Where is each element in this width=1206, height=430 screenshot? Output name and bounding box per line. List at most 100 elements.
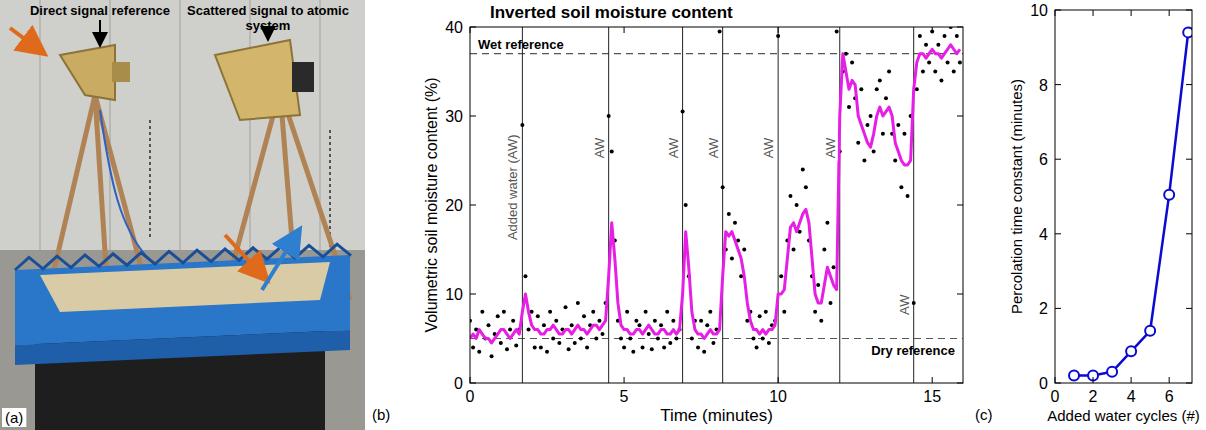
x-tick xyxy=(1169,377,1170,383)
data-marker xyxy=(1069,371,1079,381)
data-point xyxy=(641,345,645,349)
data-point xyxy=(742,248,746,252)
y-tick xyxy=(470,116,476,117)
data-point xyxy=(708,310,712,314)
data-marker xyxy=(1145,326,1155,336)
data-point xyxy=(557,341,561,345)
data-point xyxy=(662,345,666,349)
data-point xyxy=(788,194,792,198)
data-point xyxy=(520,123,524,127)
data-point xyxy=(671,319,675,323)
horn-feed xyxy=(292,62,314,92)
y-tick xyxy=(1055,308,1061,309)
data-point xyxy=(915,87,919,91)
event-label: AW xyxy=(666,137,681,158)
data-point xyxy=(813,310,817,314)
data-point xyxy=(477,350,481,354)
event-label-bg xyxy=(761,135,776,160)
axes: 051015010203040Time (minutes)Volumetric … xyxy=(372,3,963,425)
data-point xyxy=(918,34,922,38)
data-point xyxy=(835,29,839,33)
data-point xyxy=(847,105,851,109)
data-point xyxy=(579,337,583,341)
x-tick-label: 4 xyxy=(1127,388,1136,405)
data-point xyxy=(567,347,571,351)
event-label: AW xyxy=(592,137,607,158)
data-point xyxy=(881,132,885,136)
data-point xyxy=(548,310,552,314)
y-tick-label: 30 xyxy=(445,108,463,125)
reference-line xyxy=(470,53,963,54)
data-point xyxy=(570,323,574,327)
data-point xyxy=(656,337,660,341)
event-label-bg xyxy=(505,132,520,242)
event-label-bg xyxy=(897,292,912,317)
data-point xyxy=(782,310,786,314)
data-point xyxy=(859,87,863,91)
data-point xyxy=(869,114,873,118)
data-point xyxy=(508,328,512,332)
data-point xyxy=(936,43,940,47)
x-tick xyxy=(778,27,779,33)
label-arrow xyxy=(267,35,269,38)
data-point xyxy=(684,203,688,207)
data-point xyxy=(542,323,546,327)
data-point xyxy=(958,61,962,65)
x-tick xyxy=(1169,10,1170,16)
data-point xyxy=(764,310,768,314)
panel-label-bg xyxy=(2,408,26,427)
y-tick xyxy=(1186,84,1192,85)
data-point xyxy=(551,337,555,341)
data-point xyxy=(927,61,931,65)
x-tick xyxy=(1131,10,1132,16)
data-point xyxy=(533,345,537,349)
data-point xyxy=(597,319,601,323)
data-point xyxy=(634,319,638,323)
data-point xyxy=(505,347,509,351)
data-point xyxy=(755,345,759,349)
data-line xyxy=(470,45,960,343)
x-tick-label: 0 xyxy=(1051,388,1060,405)
y-tick xyxy=(1055,383,1061,384)
x-tick xyxy=(470,27,471,33)
data-point xyxy=(625,310,629,314)
x-tick-label: 0 xyxy=(466,388,475,405)
data-point xyxy=(591,310,595,314)
data-point xyxy=(921,70,925,74)
data-point xyxy=(822,248,826,252)
data-point xyxy=(939,78,943,82)
data-point xyxy=(576,301,580,305)
wall xyxy=(0,0,365,430)
data-point xyxy=(628,337,632,341)
x-tick xyxy=(778,377,779,383)
y-tick xyxy=(957,383,963,384)
data-point xyxy=(702,350,706,354)
data-marker xyxy=(1107,367,1117,377)
y-tick-label: 4 xyxy=(1039,226,1048,243)
data-point xyxy=(850,61,854,65)
arrow-scattered xyxy=(262,232,298,290)
x-tick xyxy=(1093,10,1094,16)
data-point xyxy=(582,314,586,318)
x-tick-label: 6 xyxy=(1165,388,1174,405)
data-point xyxy=(906,194,910,198)
x-tick-label: 10 xyxy=(769,388,787,405)
y-tick xyxy=(1186,383,1192,384)
data-point xyxy=(527,328,531,332)
data-point xyxy=(795,203,799,207)
data-point xyxy=(681,110,685,114)
cable xyxy=(100,110,150,260)
data-point xyxy=(644,310,648,314)
data-point xyxy=(607,114,611,118)
absorber-front xyxy=(15,330,350,365)
data-point xyxy=(471,345,475,349)
y-tick xyxy=(957,27,963,28)
panel-label: (a) xyxy=(5,409,23,426)
event-line xyxy=(722,27,723,383)
wall-seam xyxy=(109,0,111,250)
axes: 02460246810Added water cycles (#)Percola… xyxy=(975,2,1200,424)
plot-frame xyxy=(1055,10,1192,383)
x-tick xyxy=(470,377,471,383)
floor xyxy=(0,250,365,430)
y-tick xyxy=(1055,10,1061,11)
